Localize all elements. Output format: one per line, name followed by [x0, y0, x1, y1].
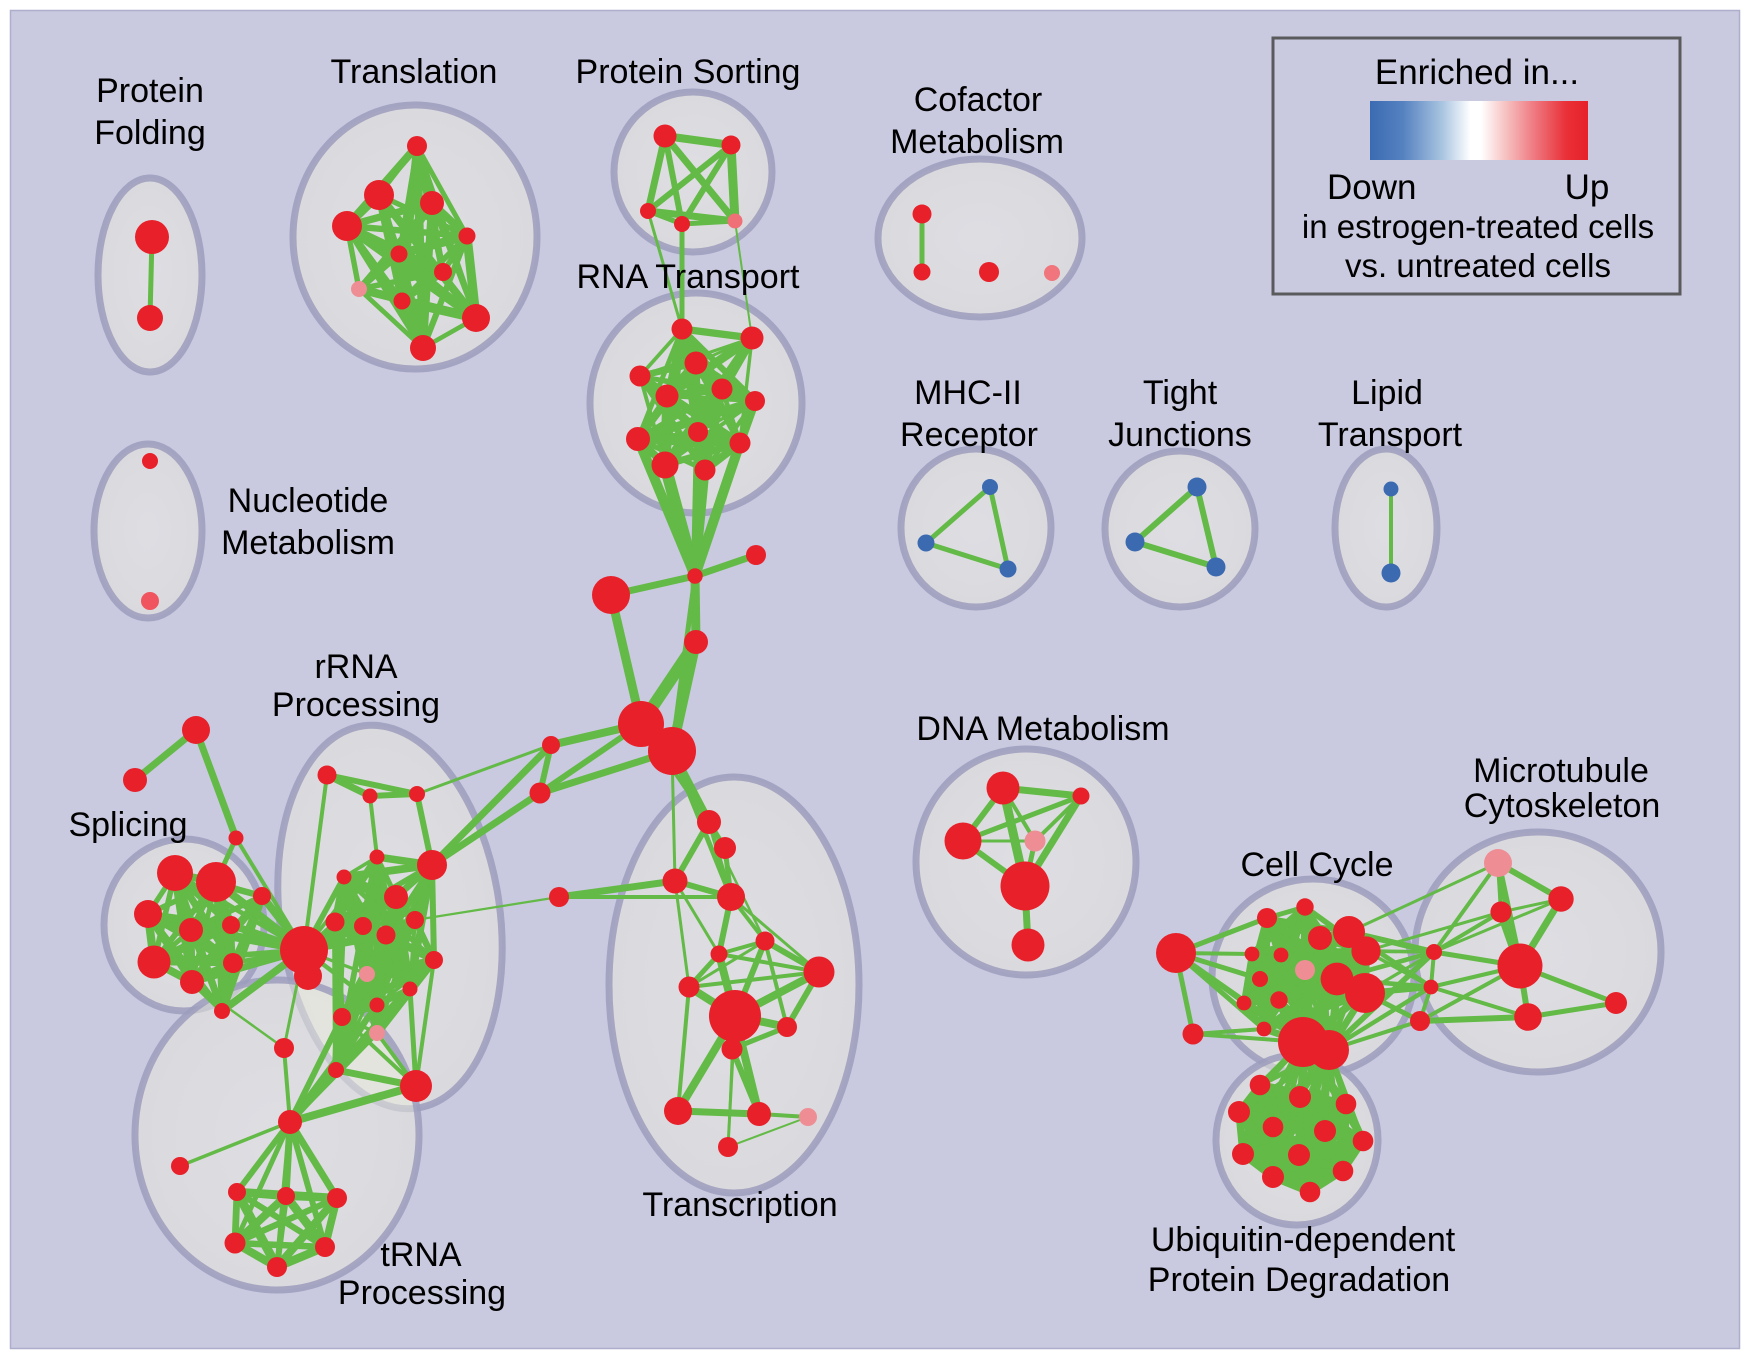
svg-text:Cofactor: Cofactor [914, 81, 1043, 119]
svg-text:DNA Metabolism: DNA Metabolism [916, 710, 1169, 748]
svg-text:rRNA: rRNA [314, 648, 397, 686]
svg-text:Enriched in...: Enriched in... [1375, 53, 1579, 92]
svg-text:RNA Transport: RNA Transport [577, 258, 801, 296]
svg-text:Down: Down [1327, 168, 1416, 207]
svg-text:Folding: Folding [94, 114, 206, 152]
svg-text:Protein Sorting: Protein Sorting [576, 53, 801, 91]
svg-text:Nucleotide: Nucleotide [228, 482, 389, 520]
svg-text:Receptor: Receptor [900, 416, 1038, 454]
svg-text:tRNA: tRNA [380, 1236, 462, 1274]
svg-text:Up: Up [1565, 168, 1610, 207]
svg-text:Ubiquitin-dependent: Ubiquitin-dependent [1151, 1221, 1456, 1259]
svg-text:Protein Degradation: Protein Degradation [1148, 1261, 1450, 1299]
svg-text:vs. untreated cells: vs. untreated cells [1345, 247, 1611, 284]
svg-text:Transcription: Transcription [642, 1186, 837, 1224]
svg-text:Microtubule: Microtubule [1473, 752, 1649, 790]
svg-text:in estrogen-treated cells: in estrogen-treated cells [1302, 208, 1654, 245]
svg-text:Lipid: Lipid [1351, 374, 1423, 412]
svg-text:Metabolism: Metabolism [221, 524, 395, 562]
svg-text:Splicing: Splicing [68, 806, 187, 844]
svg-text:Tight: Tight [1143, 374, 1218, 412]
svg-text:Transport: Transport [1318, 416, 1463, 454]
svg-text:Protein: Protein [96, 72, 204, 110]
svg-text:Cytoskeleton: Cytoskeleton [1464, 787, 1661, 825]
svg-text:Cell Cycle: Cell Cycle [1240, 846, 1393, 884]
svg-text:Junctions: Junctions [1108, 416, 1252, 454]
svg-text:Processing: Processing [272, 686, 440, 724]
svg-text:Metabolism: Metabolism [890, 123, 1064, 161]
svg-text:MHC-II: MHC-II [914, 374, 1022, 412]
svg-text:Processing: Processing [338, 1274, 506, 1312]
svg-text:Translation: Translation [331, 53, 498, 91]
